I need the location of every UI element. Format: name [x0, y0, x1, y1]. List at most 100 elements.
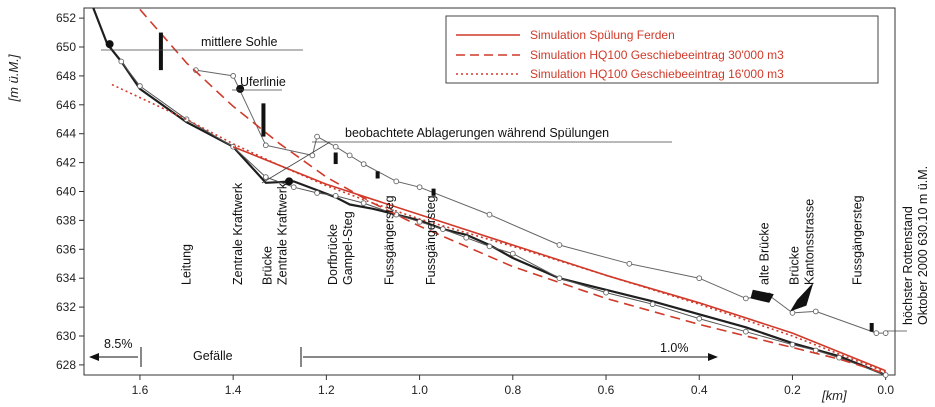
- series-point: [509, 250, 516, 257]
- deposit-mark: [333, 152, 338, 165]
- series-point: [873, 330, 880, 336]
- series-point: [346, 152, 353, 159]
- series-line-red-dashed: [139, 8, 886, 375]
- annotation-slope-right: 1.0%: [660, 341, 689, 355]
- annotation-slope-left: 8.5%: [104, 337, 133, 351]
- deposit-wedge: [790, 282, 814, 312]
- legend-label-dotted: Simulation HQ100 Geschiebeeintrag 16'000…: [530, 67, 784, 81]
- deposit-mark: [375, 171, 380, 179]
- annotation-hoechster-stand-line1: höchster Rottenstand: [901, 206, 915, 325]
- series-point: [649, 301, 656, 308]
- y-tick-label: 646: [56, 98, 76, 112]
- y-axis-label: [m ü.M.]: [6, 54, 21, 102]
- series-point: [332, 143, 339, 150]
- series-point: [360, 200, 367, 206]
- location-label: Dorfbrücke: [326, 224, 340, 285]
- deposit-mark: [869, 322, 874, 332]
- series-point: [626, 260, 633, 267]
- series-point: [789, 341, 796, 348]
- location-label: Fussgängersteg: [382, 195, 396, 285]
- x-tick-label: 0.0: [877, 383, 894, 397]
- y-tick-label: 644: [56, 127, 76, 141]
- series-line-red-dotted: [111, 83, 886, 373]
- x-tick-label: 1.4: [225, 383, 242, 397]
- deposit-mark: [261, 103, 266, 137]
- deposit-mark: [158, 32, 163, 71]
- series-point: [556, 275, 563, 282]
- location-label: Fussgängersteg: [424, 195, 438, 285]
- x-tick-label: 0.2: [784, 383, 801, 397]
- y-tick-label: 636: [56, 242, 76, 256]
- series-point: [290, 184, 297, 191]
- series-point: [262, 142, 269, 149]
- axis-ticks: 1.6 1.4 1.2 1.0 0.8 0.6 0.4 0.2 0.0 628 630 632 634 6…: [56, 11, 894, 397]
- x-tick-label: 0.6: [598, 383, 615, 397]
- y-tick-label: 648: [56, 69, 76, 83]
- series-point: [440, 226, 446, 232]
- location-label: Gampel-Steg: [341, 211, 355, 285]
- series-point: [416, 184, 423, 191]
- annotation-gefaelle: Gefälle: [193, 349, 233, 363]
- y-tick-label: 630: [56, 329, 76, 343]
- deposit-mark: [431, 188, 436, 196]
- annotation-ablagerungen: beobachtete Ablagerungen während Spülung…: [345, 126, 609, 140]
- series-point: [360, 161, 367, 167]
- ablagerungen-pointer: [261, 141, 331, 184]
- location-label: Brücke: [787, 246, 801, 285]
- location-label: Brücke: [261, 246, 275, 285]
- y-tick-label: 642: [56, 156, 76, 170]
- location-label: Zentrale Kraftwerk: [231, 182, 245, 285]
- series-point: [696, 315, 703, 322]
- x-tick-label: 1.0: [411, 383, 428, 397]
- series-point: [416, 218, 423, 225]
- annotation-uferlinie: Uferlinie: [240, 75, 286, 89]
- series-layer: [92, 7, 889, 378]
- y-tick-label: 628: [56, 358, 76, 372]
- location-label: Leitung: [180, 244, 194, 285]
- series-point: [463, 234, 470, 241]
- filled-dot-marker: [285, 177, 294, 186]
- series-point: [556, 242, 563, 248]
- series-point: [789, 310, 796, 316]
- series-point: [836, 354, 842, 361]
- series-point: [696, 275, 703, 282]
- series-point: [486, 243, 493, 250]
- location-label: Zentrale Kraftwerk: [276, 182, 290, 285]
- x-tick-label: 0.4: [691, 383, 708, 397]
- series-point: [882, 330, 889, 336]
- series-point: [137, 83, 143, 89]
- x-tick-label: 0.8: [504, 383, 521, 397]
- location-label: Kantonsstrasse: [802, 199, 816, 285]
- deposit-wedge: [750, 289, 774, 303]
- y-tick-label: 640: [56, 185, 76, 199]
- series-point: [230, 73, 236, 79]
- series-point: [262, 174, 269, 180]
- annotation-mittlere-sohle: mittlere Sohle: [201, 35, 277, 49]
- location-labels: Leitung Zentrale Kraftwerk Brücke Zentrale …: [180, 182, 865, 285]
- series-point: [393, 178, 400, 185]
- annotations: mittlere Sohle Uferlinie beobachtete Abl…: [89, 35, 930, 367]
- legend-label-dashed: Simulation HQ100 Geschiebeeintrag 30'000…: [530, 48, 784, 62]
- series-point: [812, 308, 819, 315]
- series-point: [743, 328, 749, 335]
- legend-label-solid: Simulation Spülung Ferden: [530, 28, 675, 42]
- series-point: [882, 372, 889, 378]
- series-point: [743, 295, 749, 302]
- marks-layer: [105, 32, 874, 332]
- filled-dot-marker: [105, 40, 114, 49]
- series-point: [332, 192, 339, 199]
- x-tick-label: 1.6: [132, 383, 149, 397]
- legend-box: [445, 15, 879, 84]
- y-tick-label: 634: [56, 271, 76, 285]
- location-label: Fussgängersteg: [851, 195, 865, 285]
- series-line-gray-thin: [120, 61, 886, 376]
- x-axis-label: [km]: [821, 388, 847, 403]
- series-point: [118, 58, 125, 65]
- legend: Simulation Spülung Ferden Simulation HQ1…: [445, 15, 879, 84]
- y-tick-label: 632: [56, 300, 76, 314]
- series-line-gray-circles: [195, 69, 886, 334]
- location-label: alte Brücke: [758, 222, 772, 285]
- series-point: [603, 289, 609, 296]
- annotation-hoechster-stand-line2: Oktober 2000 630.10 m ü.M.: [916, 166, 930, 325]
- series-point: [314, 190, 320, 196]
